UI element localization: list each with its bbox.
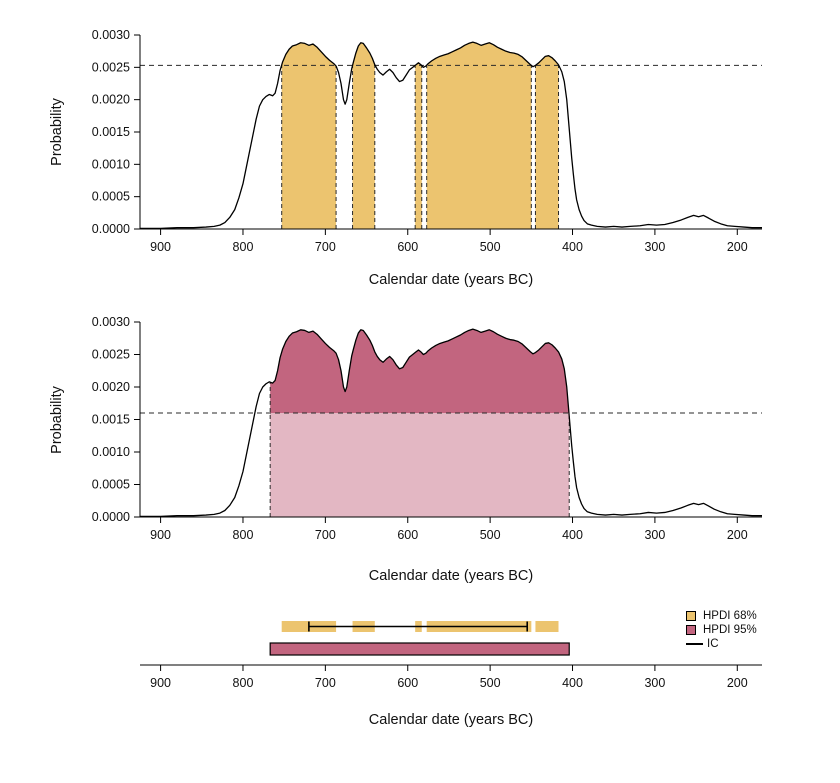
legend-item-hpdi95: HPDI 95% bbox=[686, 623, 757, 637]
hpdi68-swatch-icon bbox=[686, 611, 696, 621]
y-tick-label: 0.0005 bbox=[92, 190, 130, 204]
legend: HPDI 68% HPDI 95% IC bbox=[686, 609, 757, 651]
density-curve bbox=[140, 41, 762, 230]
x-tick-label: 700 bbox=[315, 676, 336, 690]
x-tick-label: 200 bbox=[727, 240, 748, 254]
x-tick-label: 800 bbox=[233, 676, 254, 690]
x-tick-label: 800 bbox=[233, 240, 254, 254]
x-axis-title-panel3: Calendar date (years BC) bbox=[368, 712, 534, 728]
hpdi95-fill-below-threshold bbox=[270, 413, 570, 517]
x-tick-label: 500 bbox=[480, 676, 501, 690]
hpdi68-fill-region bbox=[535, 55, 559, 230]
y-tick-label: 0.0015 bbox=[92, 125, 130, 139]
x-tick-label: 900 bbox=[150, 240, 171, 254]
hpdi68-density-plot: 0.0000 0.0005 0.0010 0.0015 0.0020 0.0025 0.00… bbox=[92, 28, 762, 254]
density-curve bbox=[140, 328, 762, 517]
x-tick-label: 800 bbox=[233, 528, 254, 542]
y-tick-label: 0.0010 bbox=[92, 157, 130, 171]
x-tick-label: 200 bbox=[727, 676, 748, 690]
x-tick-label: 900 bbox=[150, 676, 171, 690]
x-tick-label: 600 bbox=[397, 528, 418, 542]
hpdi68-fill-region bbox=[426, 42, 532, 229]
legend-item-ic: IC bbox=[686, 637, 757, 651]
x-tick-label: 700 bbox=[315, 528, 336, 542]
y-tick-label: 0.0020 bbox=[92, 93, 130, 107]
y-tick-label: 0.0000 bbox=[92, 222, 130, 236]
y-tick-label: 0.0015 bbox=[92, 413, 130, 427]
y-tick-label: 0.0005 bbox=[92, 478, 130, 492]
x-tick-label: 700 bbox=[315, 240, 336, 254]
hpdi95-interval-bar bbox=[269, 642, 570, 656]
y-axis-title-panel2: Probability bbox=[49, 386, 65, 454]
legend-item-hpdi68: HPDI 68% bbox=[686, 609, 757, 623]
y-tick-label: 0.0030 bbox=[92, 315, 130, 329]
hpdi68-fill-region bbox=[281, 42, 337, 230]
y-tick-label: 0.0010 bbox=[92, 445, 130, 459]
x-tick-label: 400 bbox=[562, 528, 583, 542]
x-tick-label: 300 bbox=[644, 528, 665, 542]
y-tick-label: 0.0020 bbox=[92, 380, 130, 394]
x-tick-label: 500 bbox=[480, 240, 501, 254]
x-tick-label: 900 bbox=[150, 528, 171, 542]
y-tick-label: 0.0030 bbox=[92, 28, 130, 42]
hpdi68-fill-region bbox=[415, 62, 422, 229]
legend-label-hpdi95: HPDI 95% bbox=[703, 624, 757, 636]
x-tick-label: 300 bbox=[644, 676, 665, 690]
x-tick-label: 200 bbox=[727, 528, 748, 542]
hpdi95-density-plot: 0.0000 0.0005 0.0010 0.0015 0.0020 0.0025 0.00… bbox=[92, 315, 762, 542]
interval-bars-plot: 900 800 700 600 500 400 300 200 bbox=[140, 621, 762, 690]
y-tick-label: 0.0025 bbox=[92, 348, 130, 362]
legend-label-hpdi68: HPDI 68% bbox=[703, 610, 757, 622]
hpdi68-fill-region bbox=[352, 42, 375, 230]
x-tick-label: 600 bbox=[397, 676, 418, 690]
hpdi68-interval-bar bbox=[535, 621, 559, 632]
ic-line-swatch-icon bbox=[686, 643, 703, 645]
x-tick-label: 400 bbox=[562, 240, 583, 254]
x-tick-label: 300 bbox=[644, 240, 665, 254]
hpdi95-swatch-icon bbox=[686, 625, 696, 635]
x-tick-label: 500 bbox=[480, 528, 501, 542]
x-tick-label: 600 bbox=[397, 240, 418, 254]
y-axis-title-panel1: Probability bbox=[49, 98, 65, 166]
x-axis-title-panel2: Calendar date (years BC) bbox=[368, 568, 534, 584]
y-tick-label: 0.0025 bbox=[92, 60, 130, 74]
y-tick-label: 0.0000 bbox=[92, 510, 130, 524]
legend-label-ic: IC bbox=[707, 638, 719, 650]
x-tick-label: 400 bbox=[562, 676, 583, 690]
x-axis-title-panel1: Calendar date (years BC) bbox=[368, 272, 534, 288]
hpdi95-fill-above-threshold bbox=[270, 329, 570, 413]
